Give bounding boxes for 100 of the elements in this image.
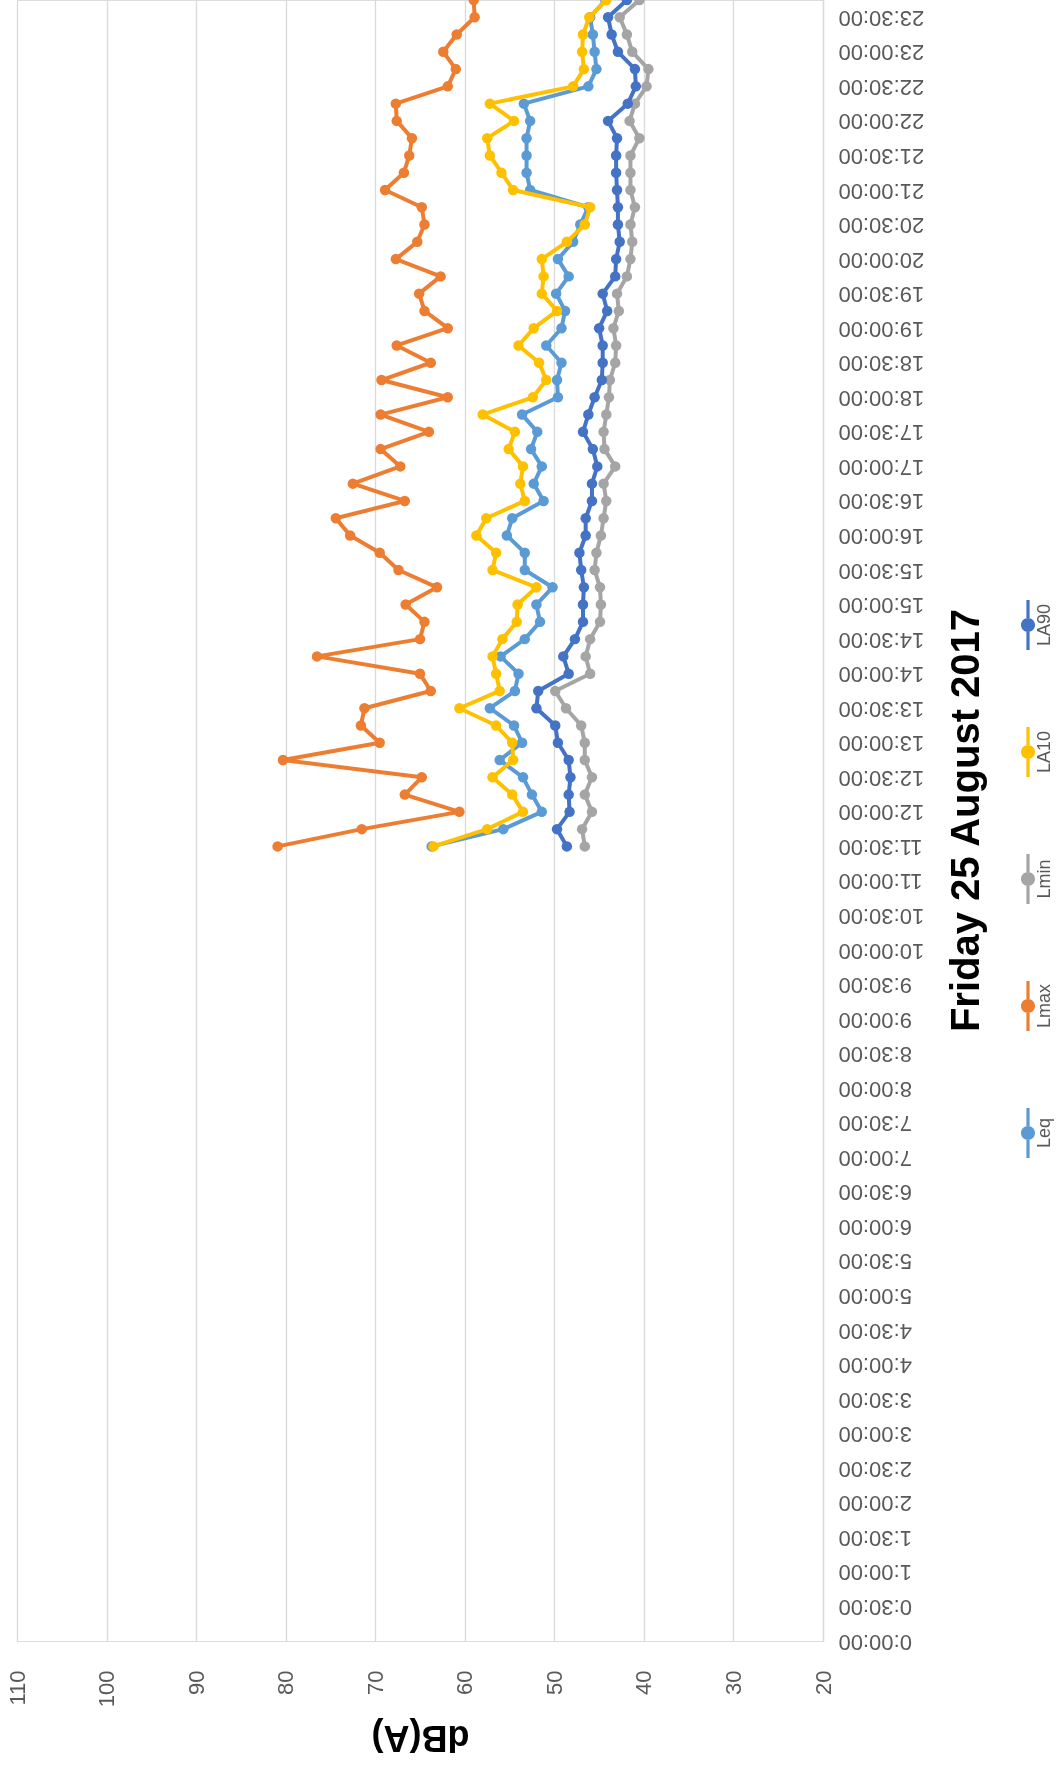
point [517,461,529,472]
y-tick-label: 23:00:00 [838,40,925,66]
point [552,253,564,265]
point [419,219,430,230]
point [536,288,548,299]
point [610,167,622,178]
point [625,219,636,230]
point [624,115,635,127]
point [507,789,518,800]
point [497,633,508,645]
point [442,81,454,92]
point [507,754,519,766]
point [578,582,590,593]
point [563,668,574,679]
point [481,823,493,835]
point [533,357,545,368]
point [536,461,548,472]
point [583,81,594,92]
point [575,720,587,731]
y-tick-label: 9:00:00 [838,1007,912,1033]
point [498,823,509,835]
point [376,374,387,386]
point [531,582,542,593]
point [513,340,524,351]
point [450,63,462,75]
y-tick-label: 21:00:00 [838,178,925,204]
point [484,98,496,109]
point [579,737,591,748]
point [625,184,636,196]
point [487,564,498,576]
point [565,772,576,783]
point [625,167,636,178]
point [406,132,418,144]
point [509,685,521,697]
point [536,806,548,818]
point [525,443,537,455]
point [579,754,591,766]
point [511,616,522,628]
point [528,322,539,334]
x-tick-label: 30 [720,1670,746,1695]
point [564,806,575,818]
point [569,633,581,645]
y-tick-label: 17:00:00 [838,454,925,480]
point [496,167,507,178]
y-tick-label: 4:30:00 [838,1318,912,1344]
point [538,271,549,282]
point [519,564,531,576]
point [487,772,498,783]
y-tick-label: 20:30:00 [838,213,925,239]
point [344,530,356,541]
point [419,616,430,628]
point [561,841,573,852]
y-tick-label: 23:30:00 [838,5,925,31]
y-tick-label: 3:30:00 [838,1387,912,1413]
legend-label: Lmin [1034,859,1054,899]
point [390,253,402,265]
point [597,357,608,368]
y-tick-label: 6:30:00 [838,1180,912,1206]
point [563,754,574,766]
point [375,443,386,455]
point [552,392,564,403]
point [519,633,531,645]
point [481,512,492,524]
point [374,547,385,558]
point [579,841,591,852]
point [481,132,493,144]
point [531,702,542,714]
x-tick-label: 50 [541,1670,567,1695]
point [551,374,563,386]
point [621,29,633,40]
point [586,772,598,783]
point [601,305,613,317]
point [576,823,588,835]
point [597,288,608,299]
point [513,668,524,679]
point [603,392,615,403]
point [577,599,589,610]
point [519,495,531,507]
point [442,392,454,403]
point [414,633,426,645]
point [584,668,596,679]
point [586,495,598,507]
y-tick-label: 19:00:00 [838,316,925,342]
point [610,150,622,161]
point [521,167,532,178]
point [454,806,465,818]
point [534,616,546,628]
point [355,720,367,731]
point [538,495,549,507]
y-tick-label: 4:00:00 [838,1353,912,1379]
point [311,651,323,662]
point [578,63,590,75]
point [508,115,520,127]
y-tick-label: 21:30:00 [838,143,925,169]
point [602,12,614,23]
point [558,651,569,662]
point [516,409,528,420]
point [490,668,502,679]
point [589,564,600,576]
point [643,63,654,75]
